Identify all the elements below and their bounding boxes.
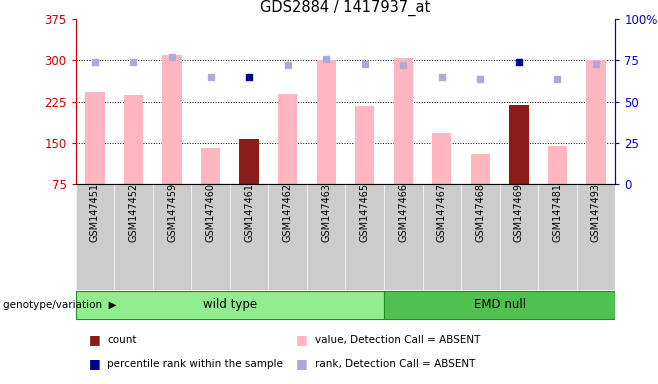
Point bbox=[436, 74, 447, 80]
Bar bbox=[201, 148, 220, 184]
Point bbox=[128, 59, 139, 65]
Bar bbox=[393, 58, 413, 184]
Bar bbox=[384, 291, 615, 319]
Text: ■: ■ bbox=[296, 333, 308, 346]
Bar bbox=[163, 55, 182, 184]
Bar bbox=[355, 106, 374, 184]
Bar bbox=[278, 94, 297, 184]
Point bbox=[359, 61, 370, 67]
Text: EMD null: EMD null bbox=[474, 298, 526, 311]
Bar bbox=[124, 95, 143, 184]
Text: ■: ■ bbox=[296, 358, 308, 371]
Bar bbox=[547, 146, 567, 184]
Point bbox=[166, 54, 177, 60]
Bar bbox=[316, 61, 336, 184]
Point bbox=[475, 76, 486, 82]
Bar bbox=[586, 61, 605, 184]
Point bbox=[89, 59, 100, 65]
Point bbox=[514, 59, 524, 65]
Text: value, Detection Call = ABSENT: value, Detection Call = ABSENT bbox=[315, 335, 480, 345]
Bar bbox=[470, 154, 490, 184]
Text: percentile rank within the sample: percentile rank within the sample bbox=[107, 359, 283, 369]
Point bbox=[321, 56, 332, 62]
Point bbox=[398, 62, 409, 68]
Bar bbox=[509, 104, 528, 184]
Bar bbox=[86, 92, 105, 184]
Point bbox=[552, 76, 563, 82]
Bar bbox=[432, 133, 451, 184]
Point bbox=[591, 61, 601, 67]
Text: ■: ■ bbox=[89, 358, 101, 371]
Point bbox=[205, 74, 216, 80]
Point bbox=[282, 62, 293, 68]
Text: wild type: wild type bbox=[203, 298, 257, 311]
Text: count: count bbox=[107, 335, 137, 345]
Point bbox=[244, 74, 255, 80]
Text: genotype/variation  ▶: genotype/variation ▶ bbox=[3, 300, 117, 310]
Text: ■: ■ bbox=[89, 333, 101, 346]
Bar bbox=[76, 291, 384, 319]
Text: rank, Detection Call = ABSENT: rank, Detection Call = ABSENT bbox=[315, 359, 475, 369]
Bar bbox=[240, 139, 259, 184]
Title: GDS2884 / 1417937_at: GDS2884 / 1417937_at bbox=[261, 0, 430, 17]
